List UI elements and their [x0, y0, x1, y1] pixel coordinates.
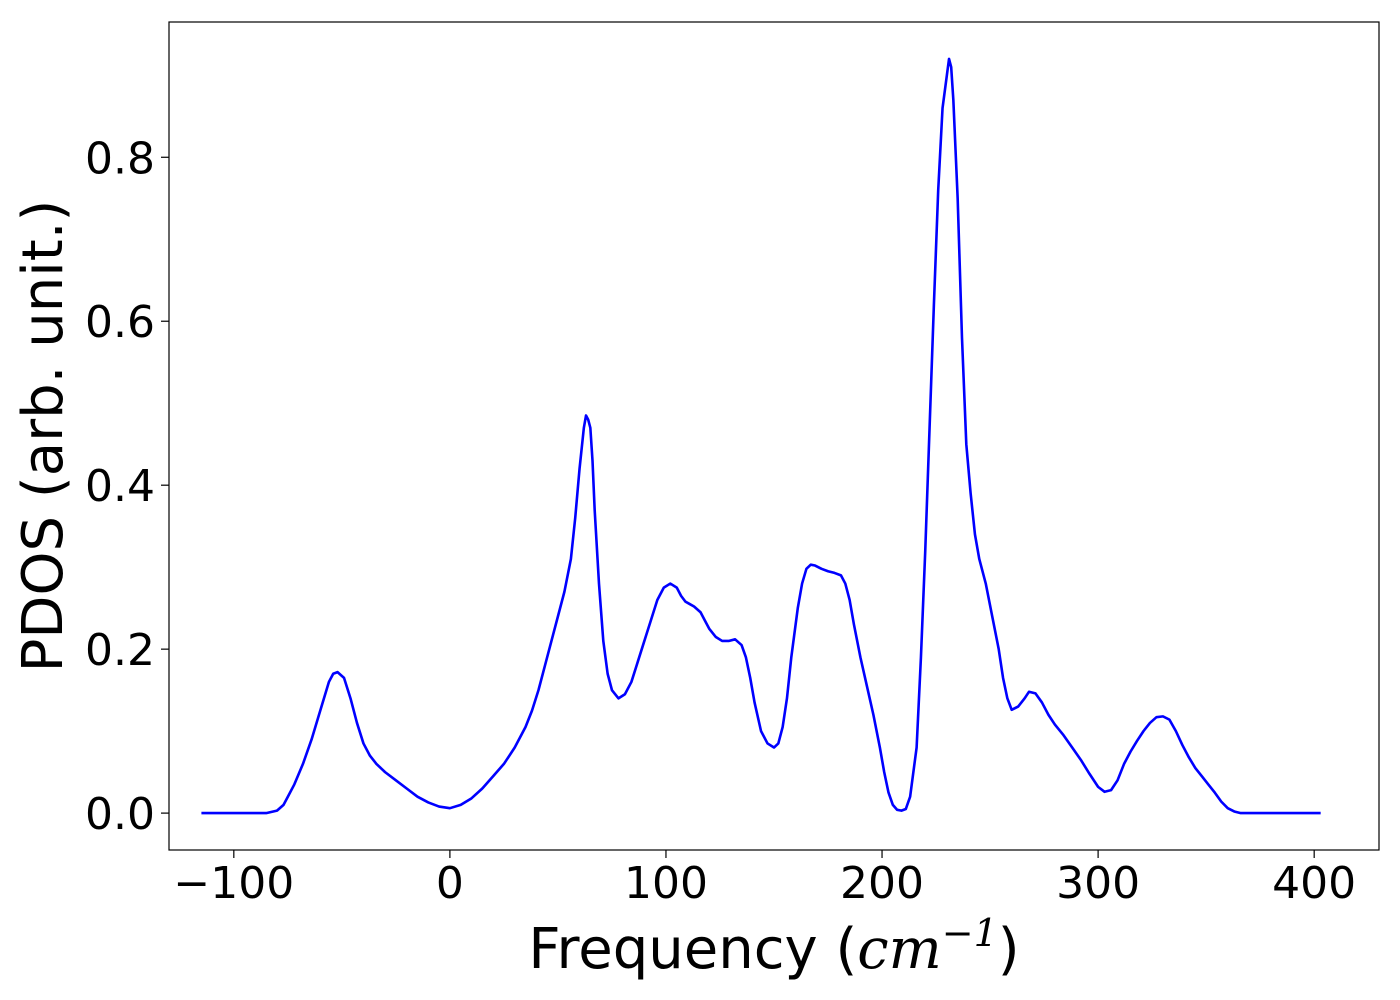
x-tick-label: 0: [436, 858, 464, 909]
x-tick-label: 100: [624, 858, 708, 909]
x-axis-title: Frequency (cm−1): [528, 911, 1019, 982]
x-tick-label: 200: [840, 858, 924, 909]
y-tick-label: 0.0: [85, 789, 155, 840]
x-axis-title-text: Frequency: [528, 917, 817, 982]
x-axis-ticks: −100 0 100 200 300 400: [173, 850, 1356, 909]
x-tick-label: −100: [173, 858, 294, 909]
plot-frame: [168, 21, 1380, 851]
y-axis-title: PDOS (arb. unit.): [11, 200, 76, 673]
x-axis-unit: cm: [857, 917, 941, 982]
pdos-series-line: [201, 57, 1321, 815]
x-axis-unit-exponent: −1: [942, 911, 998, 955]
y-tick-label: 0.8: [85, 133, 155, 184]
x-tick-label: 300: [1056, 858, 1140, 909]
plot-area: [168, 21, 1380, 851]
x-tick-label: 400: [1272, 858, 1356, 909]
y-tick-label: 0.6: [85, 297, 155, 348]
y-tick-label: 0.2: [85, 625, 155, 676]
series-layer: [201, 57, 1321, 815]
y-tick-label: 0.4: [85, 461, 155, 512]
y-axis-ticks: 0.0 0.2 0.4 0.6 0.8: [85, 133, 169, 840]
